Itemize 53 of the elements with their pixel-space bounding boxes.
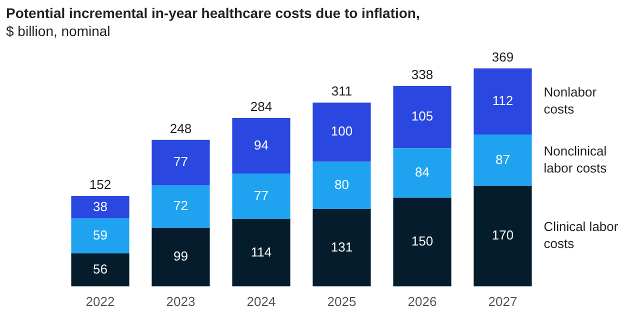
- bar: [152, 140, 210, 186]
- series-label: Clinical labor costs: [544, 219, 619, 252]
- bar: [232, 174, 290, 220]
- data-label: 59: [93, 227, 108, 242]
- data-label: 100: [330, 124, 353, 139]
- bar: [393, 198, 452, 286]
- bar: [474, 68, 532, 135]
- x-tick-label: 2025: [327, 294, 356, 309]
- data-label: 72: [174, 198, 188, 214]
- total-label: 284: [250, 99, 272, 114]
- bar: [71, 196, 130, 218]
- data-label: 56: [93, 261, 108, 276]
- x-tick-label: 2023: [166, 294, 196, 309]
- data-label: 87: [496, 152, 510, 167]
- data-label: 84: [415, 164, 430, 180]
- bar: [152, 185, 210, 228]
- total-label: 152: [89, 177, 112, 192]
- data-label: 112: [492, 92, 514, 108]
- bar: [474, 134, 532, 186]
- data-label: 38: [93, 198, 108, 214]
- total-label: 248: [170, 120, 192, 136]
- data-label: 131: [330, 239, 353, 254]
- data-label: 114: [250, 244, 272, 260]
- bar: [71, 253, 130, 286]
- chart-subtitle: $ billion, nominal: [6, 23, 110, 39]
- series-label: Nonlabor costs: [544, 84, 598, 116]
- bar: [393, 148, 452, 198]
- bar: [312, 208, 371, 286]
- data-label: 94: [254, 137, 268, 152]
- bar: [152, 228, 210, 286]
- data-label: 80: [334, 176, 349, 192]
- bar: [71, 218, 130, 254]
- chart-title: Potential incremental in-year healthcare costs due to inflation,: [6, 5, 420, 21]
- x-tick-label: 2026: [408, 294, 437, 309]
- data-label: 105: [411, 108, 434, 124]
- bar: [312, 162, 371, 209]
- bar: [312, 102, 371, 162]
- data-label: 170: [492, 228, 514, 243]
- data-label: 150: [411, 234, 434, 249]
- total-label: 338: [411, 67, 434, 82]
- bar: [232, 118, 290, 174]
- data-label: 77: [254, 188, 268, 203]
- total-label: 369: [492, 49, 514, 64]
- data-label: 99: [174, 248, 188, 264]
- data-label: 77: [174, 154, 188, 170]
- x-tick-label: 2027: [488, 294, 518, 309]
- bar: [474, 186, 532, 286]
- series-label: Nonclinical labor costs: [544, 143, 608, 176]
- bar: [393, 86, 452, 148]
- total-label: 311: [331, 84, 352, 99]
- x-tick-label: 2024: [246, 294, 276, 309]
- x-tick-label: 2022: [86, 294, 115, 309]
- bar: [232, 219, 290, 286]
